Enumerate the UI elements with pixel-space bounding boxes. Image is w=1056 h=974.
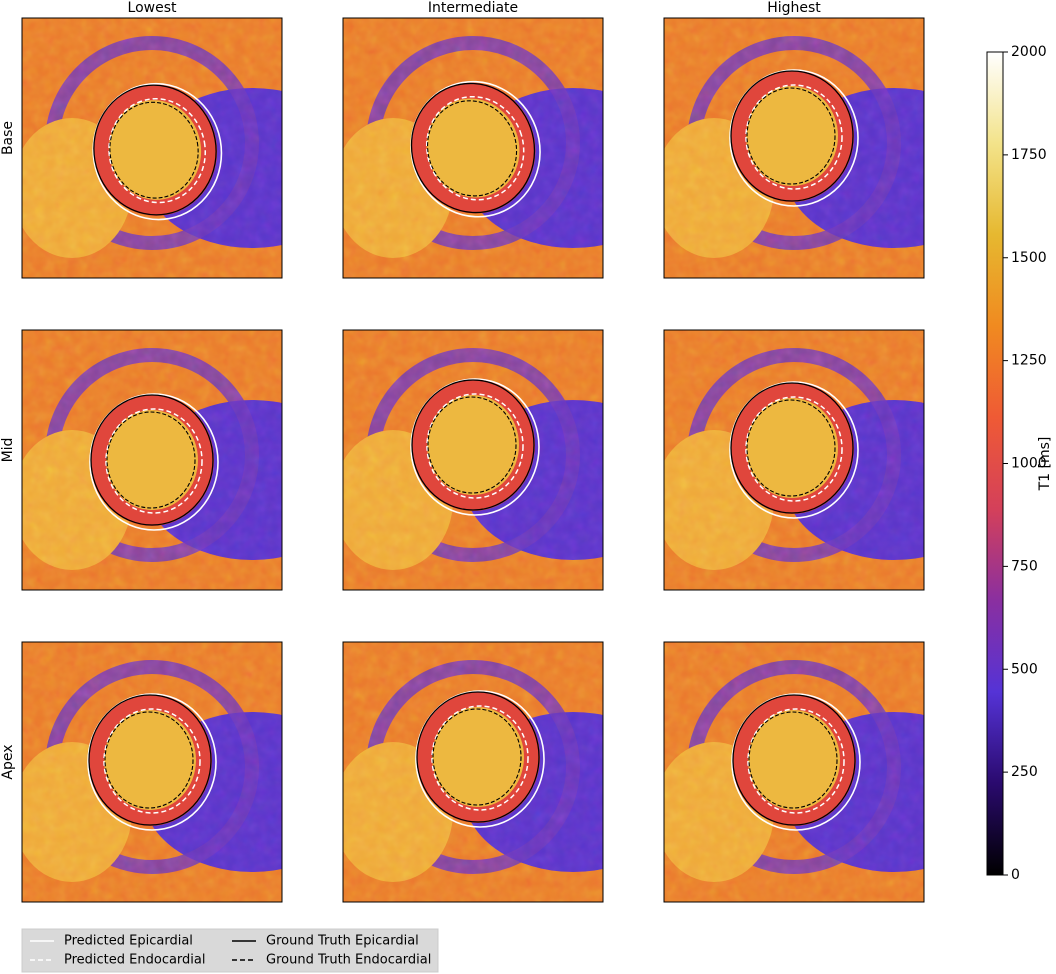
legend-label: Predicted Epicardial xyxy=(64,934,193,949)
pred-endo xyxy=(426,393,524,499)
pred-epi xyxy=(731,693,861,831)
gt-epi xyxy=(732,694,856,826)
gt-epi xyxy=(93,84,217,216)
gt-endo xyxy=(427,396,517,494)
gt-epi xyxy=(411,379,535,511)
pred-endo xyxy=(745,84,843,190)
row-label: Mid xyxy=(0,438,16,463)
mri-panel xyxy=(22,642,282,902)
pred-endo xyxy=(108,98,207,204)
colorbar-tick-label: 250 xyxy=(1011,764,1038,780)
pred-epi xyxy=(92,82,223,221)
gt-endo xyxy=(432,708,522,806)
mri-panel xyxy=(343,642,603,902)
pred-endo xyxy=(747,708,845,814)
blood-pool xyxy=(426,98,520,198)
row-label: Base xyxy=(0,121,16,155)
pred-epi xyxy=(87,693,217,831)
gt-endo xyxy=(104,711,194,809)
blood-pool xyxy=(104,710,196,810)
colorbar-tick-label: 1750 xyxy=(1011,147,1047,163)
colorbar xyxy=(986,51,1004,876)
gt-endo xyxy=(427,100,518,197)
blood-pool xyxy=(108,100,202,200)
row-label: Apex xyxy=(0,744,16,779)
gt-epi xyxy=(730,382,854,514)
blood-pool xyxy=(106,410,198,510)
mri-panel xyxy=(664,642,924,902)
pred-epi xyxy=(729,69,859,207)
colorbar-tick-label: 1500 xyxy=(1011,250,1047,266)
colorbar-tick-label: 2000 xyxy=(1011,44,1047,60)
colorbar-tick-label: 0 xyxy=(1011,867,1020,883)
column-title: Highest xyxy=(767,0,821,16)
mri-panel xyxy=(664,330,924,590)
panel-border xyxy=(342,641,604,903)
gt-epi xyxy=(416,691,540,823)
legend-box xyxy=(21,928,439,973)
panel-border xyxy=(21,641,283,903)
blood-pool xyxy=(748,710,840,810)
gt-epi xyxy=(410,82,536,214)
panel-border xyxy=(663,641,925,903)
colorbar-label: T1 [ms] xyxy=(1037,437,1053,492)
gt-epi xyxy=(730,70,854,202)
pred-epi xyxy=(415,690,545,828)
pred-epi xyxy=(410,378,540,516)
colorbar-tick-label: 1250 xyxy=(1011,353,1047,369)
gt-endo xyxy=(746,399,836,497)
pred-epi xyxy=(89,393,219,531)
blood-pool xyxy=(746,86,838,186)
legend-label: Ground Truth Epicardial xyxy=(266,934,419,949)
pred-endo xyxy=(105,408,203,514)
gt-epi xyxy=(90,394,214,526)
pred-endo xyxy=(745,396,843,502)
mri-panel xyxy=(22,18,282,278)
gt-endo xyxy=(109,101,199,199)
gt-endo xyxy=(106,411,196,509)
mri-panel xyxy=(664,18,924,278)
colorbar-tick-label: 750 xyxy=(1011,558,1038,574)
legend-label: Ground Truth Endocardial xyxy=(266,953,431,968)
colorbar-tick-label: 500 xyxy=(1011,661,1038,677)
panel-border xyxy=(663,329,925,591)
mri-panel xyxy=(22,330,282,590)
panel-border xyxy=(21,17,283,279)
pred-endo xyxy=(425,95,525,201)
pred-epi xyxy=(729,381,859,519)
blood-pool xyxy=(432,707,524,807)
pred-epi xyxy=(410,80,541,218)
blood-pool xyxy=(746,398,838,498)
mri-panel xyxy=(343,18,603,278)
column-title: Intermediate xyxy=(428,0,518,16)
pred-endo xyxy=(103,708,201,814)
gt-epi xyxy=(88,694,212,826)
blood-pool xyxy=(427,395,519,495)
panel-border xyxy=(342,17,604,279)
panel-border xyxy=(663,17,925,279)
column-title: Lowest xyxy=(128,0,177,16)
colorbar-tick-label: 1000 xyxy=(1011,456,1047,472)
panel-border xyxy=(342,329,604,591)
panel-border xyxy=(21,329,283,591)
gt-endo xyxy=(748,711,838,809)
pred-endo xyxy=(431,705,529,811)
mri-panel xyxy=(343,330,603,590)
legend-label: Predicted Endocardial xyxy=(64,953,206,968)
gt-endo xyxy=(746,87,836,185)
